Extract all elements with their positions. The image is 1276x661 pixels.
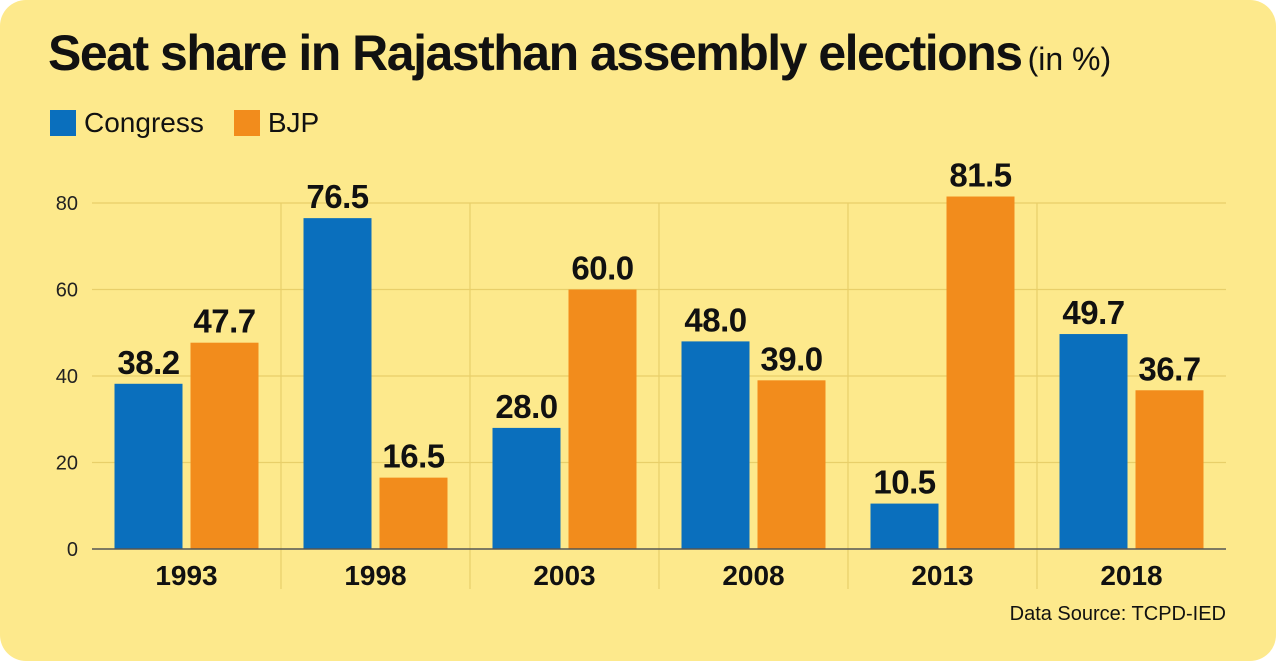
x-tick-label-2008: 2008 bbox=[722, 560, 784, 591]
data-source: Data Source: TCPD-IED bbox=[1009, 603, 1226, 625]
value-label-congress-2018: 49.7 bbox=[1062, 294, 1124, 331]
chart-title-text: Seat share in Rajasthan assembly electio… bbox=[48, 25, 1023, 81]
value-label-bjp-2008: 39.0 bbox=[760, 340, 822, 377]
legend-item-bjp: BJP bbox=[233, 107, 320, 139]
value-label-congress-1998: 76.5 bbox=[306, 178, 368, 215]
bar-bjp-1993 bbox=[190, 342, 259, 549]
value-label-congress-1993: 38.2 bbox=[117, 344, 179, 381]
legend-item-congress: Congress bbox=[50, 107, 204, 139]
value-label-congress-2008: 48.0 bbox=[684, 301, 746, 338]
bar-congress-2018 bbox=[1059, 334, 1128, 549]
value-label-bjp-2018: 36.7 bbox=[1138, 350, 1200, 387]
bar-congress-1993 bbox=[114, 383, 183, 549]
legend-label-congress: Congress bbox=[84, 107, 204, 138]
value-label-bjp-1993: 47.7 bbox=[193, 303, 255, 340]
legend-swatch-bjp bbox=[233, 110, 260, 136]
x-tick-label-2003: 2003 bbox=[533, 560, 595, 591]
bar-congress-1998 bbox=[303, 218, 372, 549]
chart-title-unit: (in %) bbox=[1027, 41, 1112, 77]
bar-bjp-2003 bbox=[568, 289, 637, 549]
value-label-bjp-1998: 16.5 bbox=[382, 438, 444, 475]
value-label-bjp-2003: 60.0 bbox=[571, 250, 633, 287]
legend-label-bjp: BJP bbox=[267, 107, 320, 138]
value-label-congress-2003: 28.0 bbox=[495, 388, 557, 425]
bar-congress-2013 bbox=[870, 503, 939, 549]
y-tick-label-60: 60 bbox=[56, 280, 78, 302]
x-tick-label-1993: 1993 bbox=[155, 560, 217, 591]
value-label-bjp-2013: 81.5 bbox=[949, 157, 1011, 194]
y-tick-label-0: 0 bbox=[67, 539, 78, 561]
legend-swatch-congress bbox=[50, 110, 76, 136]
x-tick-label-2013: 2013 bbox=[911, 560, 973, 591]
chart-legend: Congress BJP bbox=[50, 106, 349, 140]
bar-congress-2008 bbox=[681, 341, 750, 549]
bar-bjp-1998 bbox=[379, 477, 448, 549]
x-tick-label-1998: 1998 bbox=[344, 560, 406, 591]
x-tick-label-2018: 2018 bbox=[1100, 560, 1162, 591]
chart-title: Seat share in Rajasthan assembly electio… bbox=[48, 24, 1111, 82]
bar-bjp-2008 bbox=[757, 380, 826, 549]
y-tick-label-20: 20 bbox=[56, 453, 78, 475]
value-label-congress-2013: 10.5 bbox=[873, 464, 935, 501]
bar-bjp-2018 bbox=[1135, 390, 1204, 549]
y-tick-label-40: 40 bbox=[56, 366, 78, 388]
bar-congress-2003 bbox=[492, 427, 561, 549]
bar-bjp-2013 bbox=[946, 196, 1015, 549]
y-tick-label-80: 80 bbox=[56, 193, 78, 215]
